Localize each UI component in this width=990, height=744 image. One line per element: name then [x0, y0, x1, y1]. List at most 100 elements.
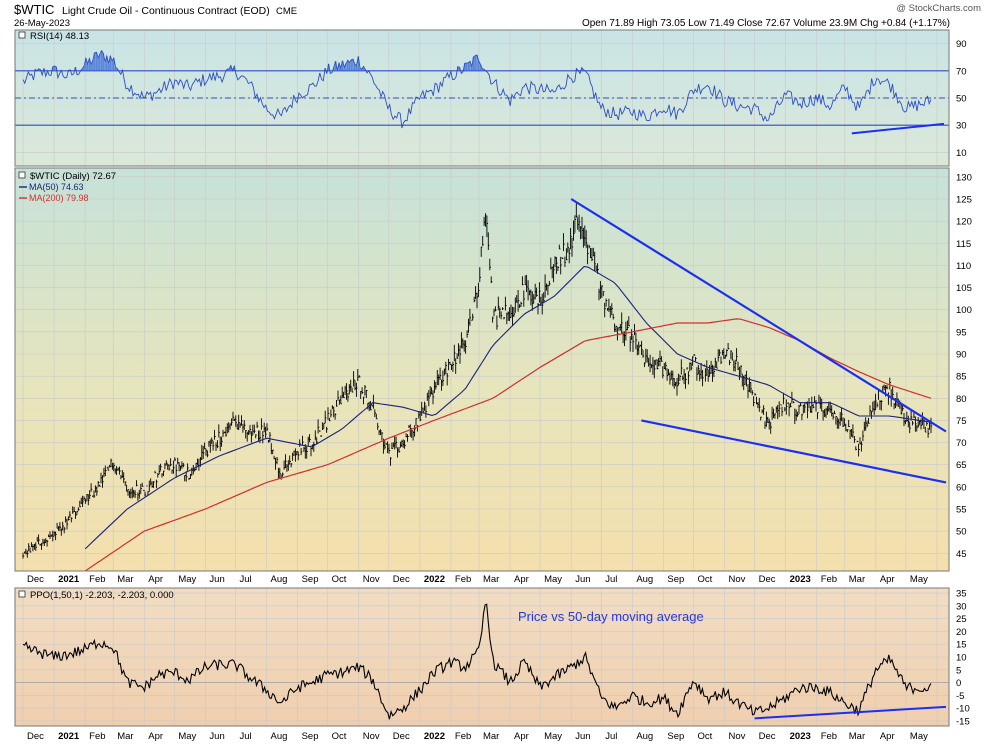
price-x-tick-label: Nov: [363, 574, 380, 585]
ppo-x-tick-label: Aug: [271, 731, 288, 742]
ppo-x-tick-label: Oct: [697, 731, 712, 742]
rsi-y-tick-label: 90: [956, 39, 967, 50]
ppo-x-tick-label: Feb: [821, 731, 837, 742]
ppo-x-tick-label: 2022: [424, 731, 445, 742]
price-x-tick-label: Mar: [117, 574, 133, 585]
price-y-tick-label: 50: [956, 527, 967, 538]
price-x-tick-label: Dec: [393, 574, 410, 585]
price-x-tick-label: Sep: [302, 574, 319, 585]
price-x-tick-label: Oct: [332, 574, 347, 585]
ppo-y-tick-label: 0: [956, 678, 961, 689]
ppo-y-tick-label: -5: [956, 691, 964, 702]
ppo-x-tick-label: Mar: [483, 731, 499, 742]
price-x-tick-label: May: [178, 574, 196, 585]
ppo-y-tick-label: 15: [956, 640, 967, 651]
price-x-tick-label: 2022: [424, 574, 445, 585]
ppo-y-tick-label: -15: [956, 716, 970, 727]
price-x-tick-label: Aug: [636, 574, 653, 585]
price-x-tick-label: May: [544, 574, 562, 585]
ppo-x-tick-label: Jul: [605, 731, 617, 742]
ppo-x-tick-label: 2021: [58, 731, 80, 742]
rsi-y-tick-label: 10: [956, 148, 967, 159]
ma200-line: [84, 318, 932, 572]
price-x-tick-label: Apr: [514, 574, 529, 585]
rsi-y-tick-label: 70: [956, 66, 967, 77]
ppo-x-tick-label: Mar: [117, 731, 133, 742]
ppo-y-tick-label: 25: [956, 614, 967, 625]
price-x-tick-label: Jun: [209, 574, 224, 585]
price-x-tick-label: Feb: [821, 574, 837, 585]
ppo-x-tick-label: Jul: [239, 731, 251, 742]
price-y-tick-label: 90: [956, 350, 967, 361]
price-x-tick-label: Dec: [759, 574, 776, 585]
price-x-tick-label: Sep: [667, 574, 684, 585]
price-x-tick-label: Apr: [880, 574, 895, 585]
price-y-tick-label: 70: [956, 438, 967, 449]
axes: Dec Dec 2021 2021 Feb Feb Mar Mar Apr Apr May May Ju…: [27, 39, 972, 742]
price-y-tick-label: 60: [956, 482, 967, 493]
ppo-x-tick-label: Dec: [27, 731, 44, 742]
ppo-trendline: [754, 705, 947, 720]
watermark: @ StockCharts.com: [896, 3, 981, 14]
ppo-x-tick-label: Dec: [393, 731, 410, 742]
ppo-x-tick-label: Apr: [514, 731, 529, 742]
price-x-tick-label: 2021: [58, 574, 80, 585]
ppo-annotation: Price vs 50-day moving average: [518, 609, 704, 624]
price-x-tick-label: Jun: [575, 574, 590, 585]
ppo-x-tick-label: Apr: [148, 731, 163, 742]
price-y-tick-label: 95: [956, 327, 967, 338]
price-x-tick-label: Jul: [605, 574, 617, 585]
ppo-y-tick-label: 35: [956, 589, 967, 600]
ppo-x-tick-label: Apr: [880, 731, 895, 742]
price-y-tick-label: 100: [956, 305, 972, 316]
ma200-legend-label: MA(200) 79.98: [29, 193, 89, 203]
ppo-x-tick-label: Jun: [575, 731, 590, 742]
rsi-layer: [15, 49, 949, 135]
rsi-legend-label: RSI(14) 48.13: [30, 31, 89, 42]
ppo-x-tick-label: May: [178, 731, 196, 742]
ppo-x-tick-label: Dec: [759, 731, 776, 742]
ppo-y-tick-label: 20: [956, 627, 967, 638]
ma50-line: [84, 265, 932, 550]
symbol: $WTIC: [14, 2, 54, 17]
ppo-y-tick-label: 10: [956, 653, 967, 664]
rsi-y-tick-label: 30: [956, 121, 967, 132]
chart-date: 26-May-2023: [14, 18, 70, 29]
ppo-x-tick-label: Sep: [667, 731, 684, 742]
price-y-tick-label: 45: [956, 549, 967, 560]
ppo-x-tick-label: Oct: [332, 731, 347, 742]
price-y-tick-label: 110: [956, 261, 971, 272]
price-y-tick-label: 130: [956, 172, 972, 183]
ppo-x-tick-label: Nov: [729, 731, 746, 742]
exchange: CME: [276, 6, 297, 17]
price-legend-label: $WTIC (Daily) 72.67: [30, 171, 116, 182]
ma50-legend-label: MA(50) 74.63: [29, 182, 84, 192]
price-panel: [15, 168, 949, 571]
rsi-border: [14, 29, 950, 167]
ppo-legend: PPO(1,50,1) -2.203, -2.203, 0.000 Price …: [18, 590, 704, 624]
price-layer: [22, 198, 947, 572]
price-y-tick-label: 105: [956, 283, 972, 294]
price-x-tick-label: May: [910, 574, 928, 585]
ppo-y-tick-label: 30: [956, 601, 967, 612]
support-trendline: [641, 419, 947, 484]
price-x-tick-label: Oct: [697, 574, 712, 585]
ppo-line: [22, 603, 932, 720]
ppo-x-tick-label: Jun: [209, 731, 224, 742]
price-x-tick-label: Mar: [483, 574, 499, 585]
resistance-trendline: [570, 198, 947, 433]
rsi-y-tick-label: 50: [956, 94, 967, 105]
price-x-tick-label: Dec: [27, 574, 44, 585]
price-y-tick-label: 120: [956, 217, 972, 228]
ppo-x-tick-label: 2023: [790, 731, 811, 742]
ppo-x-tick-label: Mar: [849, 731, 865, 742]
price-x-tick-label: Feb: [89, 574, 105, 585]
ppo-legend-label: PPO(1,50,1) -2.203, -2.203, 0.000: [30, 590, 174, 601]
ppo-y-tick-label: 5: [956, 665, 961, 676]
price-legend: $WTIC (Daily) 72.67 MA(50) 74.63 MA(200)…: [18, 171, 116, 203]
ppo-border: [14, 587, 950, 727]
price-y-tick-label: 115: [956, 239, 971, 250]
ppo-x-tick-label: Nov: [363, 731, 380, 742]
price-x-tick-label: 2023: [790, 574, 811, 585]
